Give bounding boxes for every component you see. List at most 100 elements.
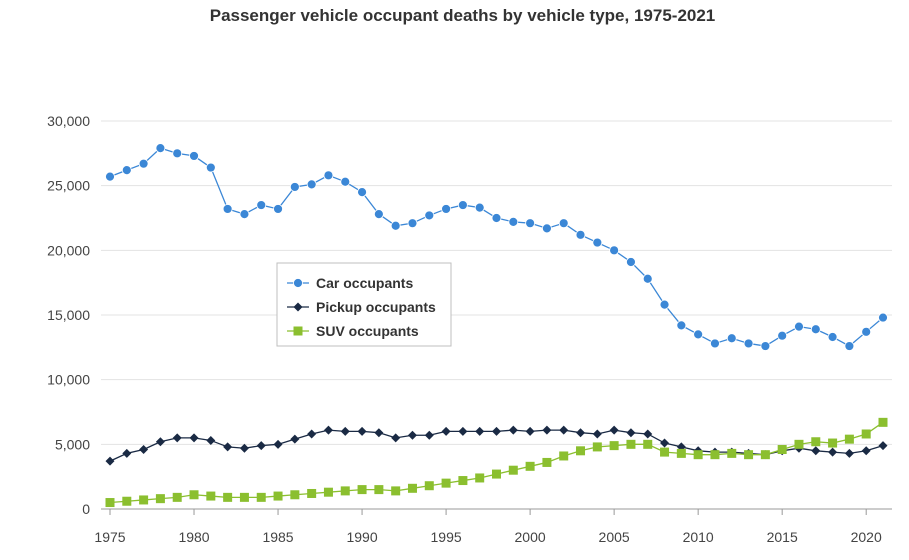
data-point (256, 441, 266, 451)
data-point (105, 456, 115, 466)
data-point (525, 426, 535, 436)
series-pickup-occupants (105, 425, 888, 466)
data-point (760, 450, 770, 460)
data-point (676, 448, 686, 458)
data-point (777, 445, 787, 455)
series-line (109, 147, 884, 347)
data-point (340, 176, 351, 187)
legend-item: SUV occupants (287, 323, 419, 339)
data-point (508, 465, 518, 475)
data-point (861, 326, 872, 337)
data-point (441, 478, 451, 488)
data-point (861, 429, 871, 439)
data-point (205, 162, 216, 173)
data-point (827, 332, 838, 342)
data-point (172, 492, 182, 502)
data-point (878, 312, 888, 323)
legend-item: Pickup occupants (287, 299, 436, 315)
data-point (576, 446, 586, 456)
data-point (189, 490, 199, 500)
data-point (441, 426, 451, 436)
data-point (105, 498, 115, 508)
series-suv-occupants (105, 417, 888, 508)
data-point (206, 435, 216, 445)
data-point (155, 494, 165, 504)
data-point (239, 209, 250, 220)
data-point (289, 182, 300, 192)
y-axis-ticks: 0 5,000 10,000 15,000 20,000 25,000 30,000 (47, 113, 90, 517)
data-point (710, 338, 720, 349)
data-point (492, 426, 501, 436)
data-point (492, 469, 501, 479)
data-point (676, 320, 687, 331)
data-point (122, 448, 132, 458)
data-point (626, 439, 636, 449)
data-point (441, 204, 451, 214)
x-tick-label: 2010 (683, 529, 714, 545)
legend-label: Car occupants (316, 275, 413, 291)
x-tick-label: 1995 (431, 529, 462, 545)
data-point (878, 417, 888, 427)
data-point (660, 438, 670, 448)
data-point (760, 341, 771, 351)
data-point (542, 457, 552, 467)
data-point (307, 488, 317, 498)
y-tick-label: 10,000 (47, 372, 90, 388)
data-point (340, 426, 350, 436)
y-tick-label: 15,000 (47, 307, 90, 323)
data-point (609, 425, 619, 435)
data-point (323, 487, 333, 497)
x-tick-label: 1985 (262, 529, 293, 545)
data-point (828, 447, 838, 457)
data-point (475, 473, 485, 483)
data-point (576, 428, 586, 438)
data-point (357, 426, 367, 436)
data-point (474, 202, 485, 213)
data-point (811, 446, 821, 456)
data-point (878, 441, 888, 451)
data-point (844, 434, 854, 444)
data-point (508, 216, 519, 227)
legend-label: SUV occupants (316, 323, 419, 339)
legend-marker (293, 278, 303, 288)
data-point (525, 461, 535, 471)
x-tick-label: 2020 (851, 529, 882, 545)
data-point (273, 439, 283, 449)
series-layer (105, 143, 888, 508)
data-point (626, 428, 636, 438)
data-point (206, 491, 216, 501)
data-point (642, 273, 653, 284)
data-point (828, 438, 838, 448)
data-point (239, 492, 249, 502)
y-tick-label: 25,000 (47, 178, 90, 194)
data-point (508, 425, 518, 435)
data-point (407, 483, 417, 493)
data-point (407, 430, 417, 440)
x-tick-label: 1990 (346, 529, 377, 545)
data-point (777, 330, 788, 341)
series-car-occupants (105, 143, 888, 351)
gridlines (101, 120, 892, 510)
data-point (424, 210, 435, 221)
data-point (121, 165, 132, 176)
data-point (340, 486, 350, 496)
data-point (643, 439, 653, 449)
data-point (273, 204, 283, 214)
y-tick-label: 20,000 (47, 242, 90, 258)
data-point (558, 218, 569, 229)
data-point (290, 490, 300, 500)
data-point (172, 148, 183, 159)
data-point (542, 223, 552, 234)
data-point (155, 437, 165, 447)
data-point (810, 324, 821, 335)
data-point (223, 442, 233, 452)
data-point (390, 220, 401, 231)
data-point (189, 151, 199, 161)
data-point (693, 450, 703, 460)
data-point (357, 187, 367, 198)
data-point (424, 430, 434, 440)
data-point (357, 485, 367, 495)
data-point (475, 426, 485, 436)
data-point (727, 448, 737, 458)
